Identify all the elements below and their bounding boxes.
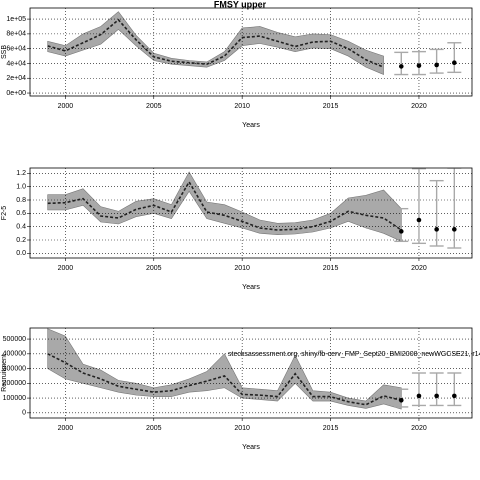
y-tick-label: 2e+04 bbox=[6, 75, 26, 82]
plot-frame bbox=[29, 7, 473, 97]
y-tick-label: 0.4 bbox=[16, 224, 26, 231]
projection-point bbox=[434, 393, 439, 399]
x-tick-label: 2000 bbox=[58, 265, 74, 272]
y-tick-label: 0.0 bbox=[16, 250, 26, 257]
median-line bbox=[47, 180, 402, 231]
y-tick-label: 0.8 bbox=[16, 197, 26, 204]
projection-point bbox=[434, 62, 439, 68]
y-tick-label: 0.6 bbox=[16, 210, 26, 217]
projection-point bbox=[398, 397, 404, 403]
y-tick-label: 1e+05 bbox=[6, 16, 26, 23]
confidence-band bbox=[47, 171, 402, 242]
y-axis-label: F2-5 bbox=[1, 206, 8, 221]
y-tick-label: 0 bbox=[22, 410, 26, 417]
y-tick-label: 0.2 bbox=[16, 237, 26, 244]
x-tick-label: 2015 bbox=[323, 265, 339, 272]
plot-area bbox=[30, 328, 472, 418]
plot-area bbox=[30, 168, 472, 258]
y-tick-label: 1.0 bbox=[16, 184, 26, 191]
y-tick-label: 4e+04 bbox=[6, 60, 26, 67]
x-tick-label: 2020 bbox=[411, 103, 427, 110]
median-line bbox=[47, 353, 402, 406]
x-tick-label: 2000 bbox=[58, 103, 74, 110]
y-tick-label: 100000 bbox=[3, 395, 26, 402]
x-tick-label: 2020 bbox=[411, 425, 427, 432]
plot-frame bbox=[29, 327, 473, 419]
x-tick-label: 2000 bbox=[58, 425, 74, 432]
projection-point bbox=[416, 217, 422, 223]
projection-point bbox=[416, 63, 422, 68]
y-tick-label: 1.2 bbox=[16, 170, 26, 177]
x-axis-label: Years bbox=[242, 122, 260, 129]
x-tick-label: 2015 bbox=[323, 425, 339, 432]
projection-point bbox=[416, 393, 422, 399]
y-tick-label: 0e+00 bbox=[6, 90, 26, 97]
x-tick-label: 2010 bbox=[234, 103, 250, 110]
x-tick-label: 2005 bbox=[146, 425, 162, 432]
projection-point bbox=[398, 229, 404, 234]
y-tick-label: 6e+04 bbox=[6, 46, 26, 53]
x-tick-label: 2005 bbox=[146, 265, 162, 272]
projection-point bbox=[398, 64, 404, 69]
x-tick-label: 2010 bbox=[234, 425, 250, 432]
y-tick-label: 8e+04 bbox=[6, 31, 26, 38]
annotation: stecksassessment.org, shiny/fb-cerv_FMP_… bbox=[228, 351, 480, 358]
plot-area bbox=[30, 8, 472, 96]
median-line bbox=[47, 18, 384, 68]
y-tick-label: 400000 bbox=[3, 351, 26, 358]
x-tick-label: 2015 bbox=[323, 103, 339, 110]
x-axis-label: Years bbox=[242, 284, 260, 291]
confidence-band bbox=[47, 11, 384, 76]
projection-point bbox=[452, 60, 457, 66]
figure-title: FMSY upper bbox=[214, 0, 267, 9]
y-tick-label: 300000 bbox=[3, 365, 26, 372]
confidence-band bbox=[47, 328, 402, 410]
projection-point bbox=[434, 227, 439, 232]
y-tick-label: 200000 bbox=[3, 380, 26, 387]
x-tick-label: 2010 bbox=[234, 265, 250, 272]
y-axis-label: SSB bbox=[1, 45, 8, 59]
x-tick-label: 2020 bbox=[411, 265, 427, 272]
y-axis-label: Recruitment bbox=[1, 354, 8, 392]
x-axis-label: Years bbox=[242, 444, 260, 451]
projection-point bbox=[452, 393, 457, 399]
projection-point bbox=[452, 227, 457, 232]
y-tick-label: 500000 bbox=[3, 336, 26, 343]
plot-frame bbox=[29, 167, 473, 259]
x-tick-label: 2005 bbox=[146, 103, 162, 110]
